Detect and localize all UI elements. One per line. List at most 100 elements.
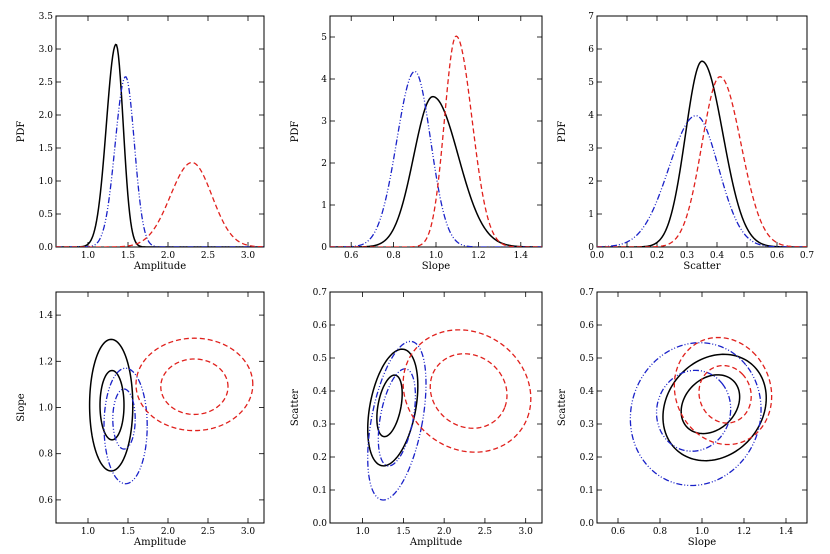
y-tick-label: 1 bbox=[588, 210, 594, 220]
contour-dashdotdot bbox=[112, 388, 136, 450]
y-axis-label: PDF bbox=[16, 121, 27, 143]
x-tick-label: 1.4 bbox=[514, 251, 529, 261]
plot-frame bbox=[596, 291, 808, 524]
contour-dashdotdot bbox=[103, 367, 148, 485]
x-tick-label: 1.2 bbox=[471, 251, 485, 261]
y-tick-label: 0.5 bbox=[580, 354, 595, 364]
x-tick-label: 1.0 bbox=[695, 527, 710, 537]
x-tick-label: 0.2 bbox=[650, 251, 664, 261]
pdf-curve-dashed bbox=[330, 35, 542, 247]
plot-frame bbox=[596, 15, 808, 248]
y-tick-label: 1 bbox=[321, 201, 327, 211]
x-tick-label: 3.0 bbox=[519, 527, 534, 537]
contour-dashed bbox=[673, 336, 773, 446]
x-tick-label: 0.5 bbox=[740, 251, 755, 261]
y-tick-label: 3 bbox=[588, 144, 594, 154]
x-axis-label: Slope bbox=[688, 537, 716, 548]
plot-frame bbox=[55, 291, 265, 524]
y-tick-label: 0.7 bbox=[580, 288, 595, 298]
y-tick-label: 3.5 bbox=[39, 12, 54, 22]
x-tick-label: 0.6 bbox=[344, 251, 359, 261]
contour-dashdotdot bbox=[377, 368, 417, 467]
x-tick-label: 1.2 bbox=[737, 527, 751, 537]
pdf-curve-solid bbox=[597, 60, 807, 247]
y-tick-label: 0.5 bbox=[39, 210, 54, 220]
y-tick-label: 2 bbox=[321, 159, 327, 169]
x-tick-label: 0.4 bbox=[710, 251, 725, 261]
y-tick-label: 0 bbox=[588, 243, 594, 253]
contour-dashed bbox=[698, 364, 752, 424]
y-tick-label: 7 bbox=[588, 12, 594, 22]
y-tick-label: 5 bbox=[588, 78, 594, 88]
y-tick-label: 0.6 bbox=[580, 321, 595, 331]
y-tick-label: 0.3 bbox=[580, 420, 595, 430]
y-tick-label: 1.4 bbox=[39, 311, 54, 321]
pdf-curve-solid bbox=[56, 43, 264, 247]
x-tick-label: 1.5 bbox=[396, 527, 411, 537]
x-tick-label: 0.1 bbox=[620, 251, 634, 261]
x-tick-label: 0.6 bbox=[770, 251, 785, 261]
x-tick-label: 0.0 bbox=[590, 251, 605, 261]
plot-frame bbox=[329, 15, 543, 248]
y-tick-label: 0.1 bbox=[580, 486, 594, 496]
contour-dashed bbox=[160, 358, 229, 416]
y-tick-label: 4 bbox=[588, 111, 594, 121]
x-tick-label: 3.0 bbox=[241, 251, 256, 261]
contour-dashdotdot bbox=[367, 340, 427, 501]
contour-solid bbox=[99, 369, 125, 441]
contour-dashed bbox=[402, 329, 532, 453]
pdf-curve-dashed bbox=[597, 76, 807, 247]
y-tick-label: 0.6 bbox=[39, 496, 54, 506]
x-tick-label: 0.7 bbox=[800, 251, 815, 261]
y-tick-label: 1.2 bbox=[39, 357, 53, 367]
y-tick-label: 0.4 bbox=[313, 387, 328, 397]
y-tick-label: 5 bbox=[321, 33, 327, 43]
x-tick-label: 2.0 bbox=[161, 527, 176, 537]
y-tick-label: 2.5 bbox=[39, 78, 54, 88]
y-tick-label: 4 bbox=[321, 75, 327, 85]
contour-dashdotdot bbox=[629, 342, 762, 487]
x-axis-label: Slope bbox=[422, 261, 450, 272]
x-axis-label: Amplitude bbox=[409, 537, 462, 548]
x-tick-label: 1.5 bbox=[121, 251, 136, 261]
x-tick-label: 2.5 bbox=[201, 527, 216, 537]
panel-5: 1.0 1.5 2.0 2.5 3.0 0.0 0.1 0.2 0.3 0.4 0.5 0.6 0.7 A… bbox=[290, 288, 543, 548]
contour-dashdotdot bbox=[655, 369, 732, 452]
panel-6: 0.6 0.8 1.0 1.2 1.4 0.0 0.1 0.2 0.3 0.4 0.5 0.6 0.7 S… bbox=[557, 288, 808, 548]
y-tick-label: 1.5 bbox=[39, 144, 54, 154]
x-tick-label: 1.4 bbox=[779, 527, 794, 537]
contour-solid bbox=[680, 374, 741, 435]
x-tick-label: 1.0 bbox=[355, 527, 370, 537]
y-tick-label: 0.6 bbox=[313, 321, 328, 331]
contour-solid bbox=[88, 338, 134, 472]
y-tick-label: 0.2 bbox=[580, 453, 594, 463]
pdf-curve-dashdotdot bbox=[56, 76, 264, 247]
x-tick-label: 1.0 bbox=[81, 251, 96, 261]
y-tick-label: 6 bbox=[588, 45, 594, 55]
pdf-curve-dashdotdot bbox=[330, 70, 542, 247]
y-axis-label: Scatter bbox=[290, 389, 301, 426]
y-tick-label: 1.0 bbox=[39, 404, 54, 414]
y-tick-label: 0.8 bbox=[39, 450, 54, 460]
contour-dashed bbox=[135, 337, 254, 432]
x-tick-label: 2.0 bbox=[437, 527, 452, 537]
y-tick-label: 0.0 bbox=[313, 519, 328, 529]
x-tick-label: 1.5 bbox=[121, 527, 136, 537]
x-tick-label: 0.6 bbox=[611, 527, 626, 537]
x-tick-label: 0.8 bbox=[386, 251, 401, 261]
y-tick-label: 0.0 bbox=[580, 519, 595, 529]
x-tick-label: 1.0 bbox=[429, 251, 444, 261]
x-tick-label: 2.0 bbox=[161, 251, 176, 261]
y-tick-label: 3.0 bbox=[39, 45, 54, 55]
pdf-curve-dashed bbox=[56, 161, 264, 247]
y-tick-label: 1.0 bbox=[39, 177, 54, 187]
x-axis-label: Amplitude bbox=[133, 537, 186, 548]
y-axis-label: PDF bbox=[557, 121, 568, 143]
y-tick-label: 2 bbox=[588, 177, 594, 187]
y-tick-label: 0.0 bbox=[39, 243, 54, 253]
pdf-curve-dashdotdot bbox=[597, 115, 807, 247]
panel-4: 1.0 1.5 2.0 2.5 3.0 0.6 0.8 1.0 1.2 1.4 Amplitude S… bbox=[16, 291, 265, 548]
panel-2: 0.6 0.8 1.0 1.2 1.4 0 1 2 3 4 5 Slope PDF bbox=[290, 15, 543, 272]
x-tick-label: 0.3 bbox=[680, 251, 695, 261]
